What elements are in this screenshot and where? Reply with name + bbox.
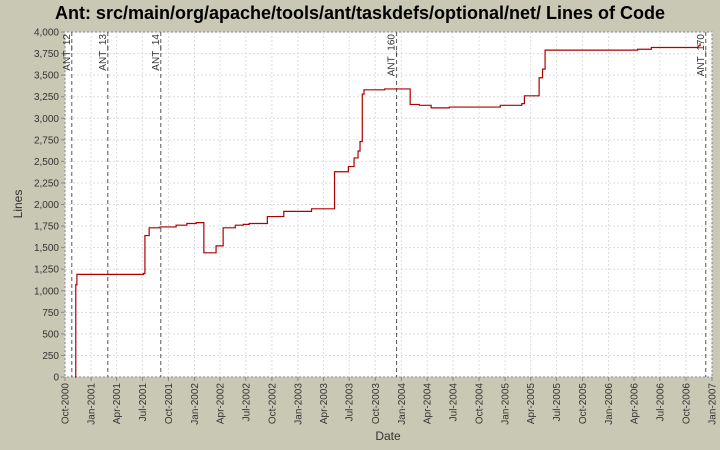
release-label: ANT_13 — [98, 34, 109, 71]
y-tick-label: 1,750 — [34, 222, 59, 233]
x-tick-label: Oct-2002 — [267, 383, 278, 425]
x-tick-label: Apr-2001 — [112, 383, 123, 425]
x-tick-label: Apr-2005 — [526, 383, 537, 425]
x-tick-label: Apr-2002 — [216, 383, 227, 425]
x-tick-label: Jul-2003 — [345, 383, 356, 422]
x-tick-label: Jan-2003 — [293, 383, 304, 425]
x-tick-label: Jul-2005 — [552, 383, 563, 422]
x-tick-label: Jul-2006 — [655, 383, 666, 422]
y-tick-label: 1,250 — [34, 265, 59, 276]
y-tick-label: 3,000 — [34, 114, 59, 125]
line-series — [74, 43, 701, 378]
y-axis-label: Lines — [11, 190, 25, 219]
x-tick-label: Jul-2004 — [448, 383, 459, 422]
y-tick-label: 3,500 — [34, 71, 59, 82]
y-tick-label: 2,250 — [34, 178, 59, 189]
y-tick-label: 2,500 — [34, 157, 59, 168]
release-label: ANT_170 — [696, 34, 707, 77]
x-tick-label: Jan-2002 — [190, 383, 201, 425]
x-tick-label: Oct-2003 — [371, 383, 382, 425]
y-tick-label: 500 — [42, 329, 59, 340]
release-label: ANT_12 — [62, 34, 73, 71]
x-tick-label: Oct-2005 — [578, 383, 589, 425]
y-tick-label: 1,000 — [34, 286, 59, 297]
y-tick-label: 750 — [42, 308, 59, 319]
x-tick-label: Oct-2001 — [164, 383, 175, 425]
x-axis-label: Date — [375, 429, 401, 443]
y-tick-label: 2,000 — [34, 200, 59, 211]
y-tick-label: 2,750 — [34, 135, 59, 146]
x-tick-label: Oct-2006 — [681, 383, 692, 425]
x-tick-label: Oct-2004 — [475, 383, 486, 425]
y-tick-label: 4,000 — [34, 28, 59, 39]
y-tick-label: 250 — [42, 351, 59, 362]
x-tick-label: Jan-2007 — [708, 383, 719, 425]
x-tick-label: Apr-2003 — [319, 383, 330, 425]
release-label: ANT_160 — [387, 34, 398, 77]
y-tick-label: 1,500 — [34, 243, 59, 254]
x-tick-label: Jul-2002 — [241, 383, 252, 422]
y-tick-label: 3,250 — [34, 92, 59, 103]
x-tick-label: Jan-2001 — [87, 383, 98, 425]
x-tick-label: Jan-2006 — [604, 383, 615, 425]
x-tick-label: Jan-2004 — [397, 383, 408, 425]
release-label: ANT_14 — [151, 34, 162, 71]
x-tick-label: Oct-2000 — [61, 383, 72, 425]
x-tick-label: Jul-2001 — [138, 383, 149, 422]
x-tick-label: Apr-2004 — [423, 383, 434, 425]
y-tick-label: 0 — [53, 373, 59, 384]
y-tick-label: 3,750 — [34, 49, 59, 60]
x-tick-label: Apr-2006 — [630, 383, 641, 425]
x-tick-label: Jan-2005 — [501, 383, 512, 425]
chart-title: Ant: src/main/org/apache/tools/ant/taskd… — [55, 3, 665, 23]
